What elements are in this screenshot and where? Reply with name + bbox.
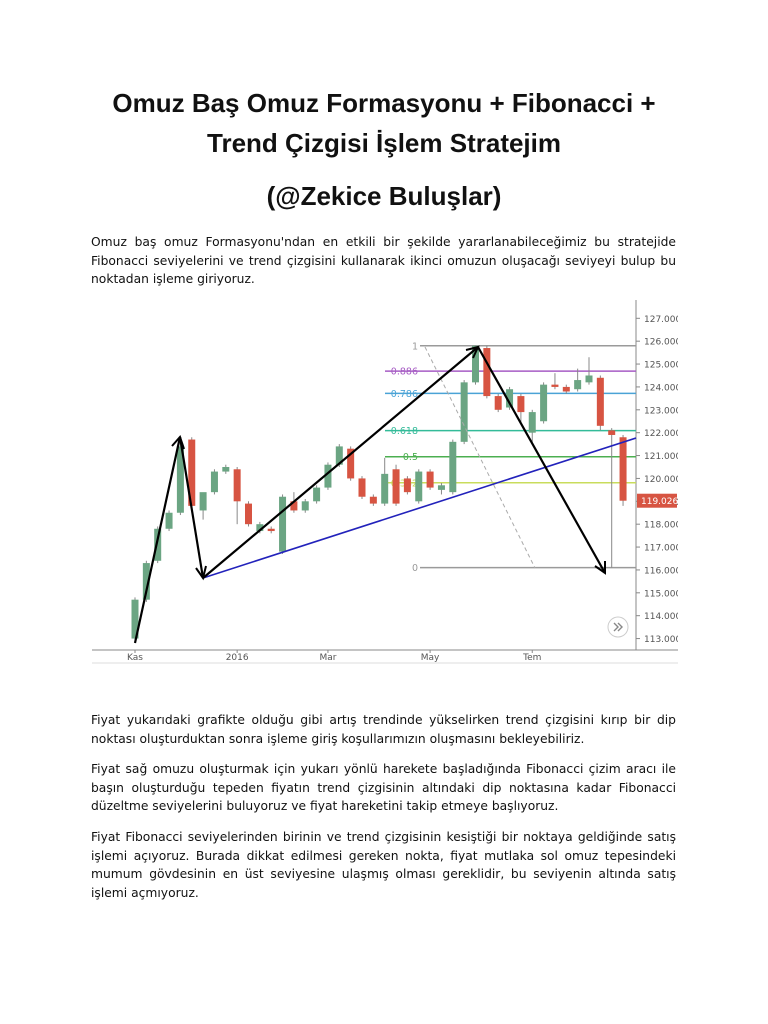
candle-body [506,389,514,408]
candle-body [188,439,196,506]
candle-body [494,396,502,410]
x-tick-label: May [421,653,440,663]
last-price-box [637,493,677,508]
candle-body [449,441,457,493]
arrow-head [594,561,606,575]
candle-body [131,599,139,639]
candle-body [540,384,548,422]
candle-body [585,375,593,383]
candle-body [210,471,218,493]
candle-body [154,528,162,561]
y-tick-label: 123.000 [644,406,678,416]
candle-body [256,524,264,532]
y-tick-label: 125.000 [644,361,678,371]
fib-label: 0.5 [403,452,418,463]
candle-body [347,448,355,479]
candle-body [528,412,536,433]
candle-body [301,501,309,511]
candle-body [415,471,423,502]
x-tick-label: Mar [319,653,336,663]
candle-body [290,501,298,511]
y-tick-label: 115.000 [644,589,678,599]
fib-label: 0.786 [391,389,418,400]
fib-label: 0.886 [391,367,418,378]
candle-body [165,512,173,529]
trend-line [202,437,637,579]
candle-body [392,469,400,504]
arrow [133,436,182,644]
paragraph: Fiyat Fibonacci seviyelerinden birinin v… [91,830,676,900]
y-tick-label: 113.000 [644,635,678,645]
y-tick-label: 122.000 [644,429,678,439]
y-tick-label: 126.000 [644,338,678,348]
candle-body [233,469,241,502]
fib-label: 1 [412,341,418,352]
arrow [178,436,205,579]
candle-body [199,492,207,511]
candle-body [517,396,525,413]
candle-body [460,382,468,442]
fib-label: 0 [412,563,418,574]
x-tick-label: 2016 [226,653,249,663]
y-tick-label: 124.000 [644,383,678,393]
candle-body [381,473,389,504]
candle-body [267,528,275,532]
candle-body [426,471,434,488]
candle-body [574,380,582,390]
candle-body [403,478,411,493]
title-line: Omuz Baş Omuz Formasyonu + Fibonacci + [112,88,656,118]
chevron [613,622,619,632]
paragraph: Fiyat sağ omuzu oluşturmak için yukarı y… [91,762,676,813]
paragraph: Omuz baş omuz Formasyonu'ndan en etkili … [91,235,676,286]
candle-body [551,384,559,387]
fib-diagonal [424,346,536,569]
fib-label: 0.618 [391,426,418,437]
y-tick-label: 116.000 [644,566,678,576]
candles-layer [131,345,627,641]
annotations [133,345,637,644]
candle-body [324,464,332,488]
y-tick-label: 117.000 [644,544,678,554]
y-tick-label: 120.000 [644,475,678,485]
candle-body [245,503,252,525]
candle-body [142,563,150,600]
candle-body [596,377,604,426]
candle-body [335,446,343,465]
last-price-label: 119.026 [641,497,678,507]
subtitle: (@Zekice Buluşlar) [266,181,502,211]
x-tick-label: Tem [522,653,541,663]
arrow [477,346,606,574]
scroll-button[interactable] [607,616,629,638]
x-tick-label: Kas [127,653,143,663]
y-tick-label: 127.000 [644,315,678,325]
y-tick-label: 114.000 [644,612,678,622]
candle-body [483,348,491,397]
candle-body [437,485,445,490]
candle-body [562,386,570,392]
chevron [617,622,623,632]
paragraph: Fiyat yukarıdaki grafikte olduğu gibi ar… [91,713,676,746]
candle-body [176,446,184,513]
candle-body [619,437,627,501]
candle-body [358,478,366,497]
title-line: Trend Çizgisi İşlem Stratejim [207,128,561,158]
candle-body [279,496,287,552]
y-tick-label: 121.000 [644,452,678,462]
candle-body [608,430,616,435]
y-tick-label: 118.000 [644,521,678,531]
candle-body [369,496,377,504]
candle-body [222,466,230,472]
candle-body [313,487,321,502]
candle-body [472,345,479,383]
arrow [202,346,479,579]
